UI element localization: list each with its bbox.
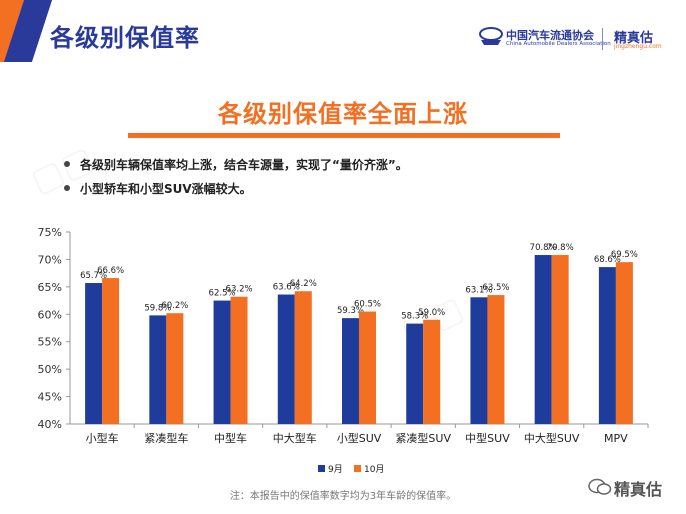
bar-chart-svg: 40% 45% 50% 55% 60% 65% 70% 75% 65.7%66.6% 小型车 59.… bbox=[38, 226, 649, 475]
data-label: 60.2% bbox=[161, 301, 188, 311]
legend-swatch bbox=[354, 465, 361, 472]
jzg-logo-name: 精真估 bbox=[614, 31, 654, 46]
y-tick-label: 55% bbox=[38, 336, 62, 349]
y-tick-label: 70% bbox=[38, 253, 62, 266]
title-underline bbox=[128, 133, 560, 138]
cada-name: 中国汽车流通协会 bbox=[506, 29, 594, 42]
bar bbox=[85, 283, 103, 424]
bullet-dot-icon bbox=[64, 160, 70, 167]
logo-divider bbox=[602, 28, 603, 50]
cada-logo-icon bbox=[479, 27, 503, 45]
y-tick-label: 45% bbox=[38, 391, 62, 404]
y-tick-label: 40% bbox=[38, 418, 62, 431]
y-tick-label: 75% bbox=[38, 226, 62, 239]
x-tick-label: MPV bbox=[604, 432, 628, 445]
cada-name-en: China Automobile Dealers Association bbox=[506, 41, 611, 47]
bar bbox=[102, 278, 120, 424]
data-label: 70.8% bbox=[547, 243, 574, 253]
x-tick-label: 小型车 bbox=[86, 431, 119, 445]
bar bbox=[551, 255, 569, 424]
bar-chart: 40% 45% 50% 55% 60% 65% 70% 75% 65.7% 66.6% 小型车 59.… bbox=[0, 220, 686, 490]
data-label: 65.7% bbox=[80, 271, 107, 281]
y-tick-label: 65% bbox=[38, 281, 62, 294]
bullet-item: 小型轿车和小型SUV涨幅较大。 bbox=[64, 180, 252, 197]
data-label: 66.6% bbox=[97, 266, 124, 276]
bar bbox=[230, 296, 248, 424]
bar bbox=[487, 295, 505, 424]
bar bbox=[598, 267, 616, 424]
data-label: 58.3% bbox=[401, 312, 428, 322]
y-tick-label: 60% bbox=[38, 308, 62, 321]
bar bbox=[470, 297, 488, 424]
bar bbox=[166, 313, 184, 424]
x-tick-label: 中大型SUV bbox=[524, 431, 580, 445]
data-label: 62.5% bbox=[209, 289, 236, 299]
x-tick-label: 紧凑型SUV bbox=[395, 431, 451, 445]
data-label: 63.5% bbox=[482, 283, 509, 293]
bar bbox=[342, 318, 359, 424]
x-tick-label: 紧凑型车 bbox=[144, 431, 188, 445]
data-label: 64.2% bbox=[290, 279, 317, 289]
x-tick-label: 中型SUV bbox=[465, 431, 510, 445]
bar bbox=[213, 300, 231, 424]
data-label: 70.8% bbox=[530, 243, 557, 253]
y-tick-label: 50% bbox=[38, 363, 62, 376]
bar bbox=[277, 294, 295, 424]
jzg-logo-domain: jingzhengu.com bbox=[614, 43, 662, 50]
bar bbox=[359, 311, 376, 424]
x-tick-label: 中型车 bbox=[214, 431, 247, 445]
footnote: 注：本报告中的保值率数字均为3年车龄的保值率。 bbox=[229, 491, 457, 502]
data-label: 59.0% bbox=[418, 308, 445, 318]
bar bbox=[294, 291, 312, 424]
main-title: 各级别保值率全面上涨 bbox=[218, 100, 468, 128]
data-label: 63.1% bbox=[465, 285, 492, 295]
legend-label: 9月 bbox=[328, 464, 343, 475]
x-tick-label: 中大型车 bbox=[273, 431, 317, 445]
data-label: 69.5% bbox=[611, 250, 638, 260]
data-label: 59.8% bbox=[144, 303, 171, 313]
data-label: 60.5% bbox=[354, 300, 381, 310]
data-label: 68.6% bbox=[594, 255, 621, 265]
x-tick-label: 小型SUV bbox=[337, 431, 382, 445]
data-label: 63.2% bbox=[226, 285, 253, 295]
bar bbox=[406, 323, 424, 424]
bullet-text: 小型轿车和小型SUV涨幅较大。 bbox=[80, 182, 252, 196]
slide-title: 各级别保值率 bbox=[50, 24, 200, 52]
bullet-text: 各级别车辆保值率均上涨，结合车源量，实现了“量价齐涨”。 bbox=[80, 158, 408, 172]
header: 各级别保值率 中国汽车流通协会 China Automobile Dealers… bbox=[0, 0, 686, 62]
bar bbox=[423, 319, 441, 424]
bullet-dot-icon bbox=[64, 184, 70, 191]
bar bbox=[534, 255, 552, 424]
wechat-account-name: 精真估 bbox=[614, 480, 663, 499]
legend-label: 10月 bbox=[364, 464, 384, 475]
legend-swatch bbox=[318, 465, 325, 472]
bar bbox=[149, 315, 167, 424]
bar bbox=[615, 262, 633, 424]
data-label: 59.3% bbox=[337, 306, 364, 316]
data-label: 63.6% bbox=[273, 283, 300, 293]
bullet-item: 各级别车辆保值率均上涨，结合车源量，实现了“量价齐涨”。 bbox=[64, 156, 408, 173]
wechat-icon bbox=[588, 478, 612, 495]
